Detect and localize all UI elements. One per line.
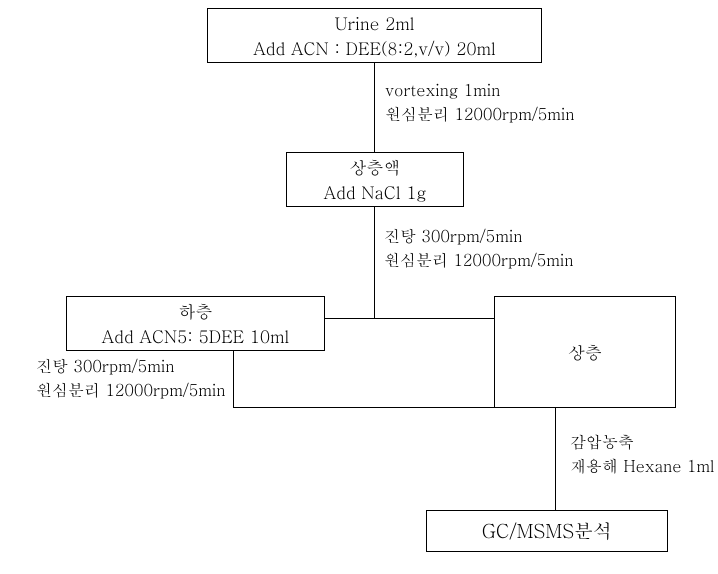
label3-line1: 진탕 300rpm/5min [36,354,226,378]
step-box-upper: 상층 [494,296,676,408]
connector-line [325,318,494,319]
label4-line1: 감압농축 [570,430,715,454]
step-box-lower: 하층 Add ACN5: 5DEE 10ml [66,296,325,351]
step4-line1: GC/MSMS분석 [482,517,612,545]
connector-line [374,63,375,152]
label3-line2: 원심분리 12000rpm/5min [36,378,226,402]
step2-line2: Add NaCl 1g [324,180,427,205]
connector-line [233,351,234,407]
step-box-2: 상층액 Add NaCl 1g [286,152,464,207]
label2-line1: 진탕 300rpm/5min [384,224,574,248]
label-4: 감압농축 재용해 Hexane 1ml [570,430,715,478]
step-box-1: Urine 2ml Add ACN : DEE(8:2,v/v) 20ml [207,8,542,63]
step1-line1: Urine 2ml [334,11,414,36]
connector-line [555,408,556,510]
label-1: vortexing 1min 원심분리 12000rpm/5min [385,78,575,126]
label-2: 진탕 300rpm/5min 원심분리 12000rpm/5min [384,224,574,272]
step3lower-line1: 하층 [179,299,213,324]
connector-line [233,407,494,408]
label-3: 진탕 300rpm/5min 원심분리 12000rpm/5min [36,354,226,402]
label1-line2: 원심분리 12000rpm/5min [385,102,575,126]
step3upper-line1: 상층 [568,340,602,365]
label1-line1: vortexing 1min [385,78,575,102]
label4-line2: 재용해 Hexane 1ml [570,454,715,478]
step2-line1: 상층액 [350,155,401,180]
step1-line2: Add ACN : DEE(8:2,v/v) 20ml [253,36,496,61]
step-box-final: GC/MSMS분석 [426,510,668,552]
step3lower-line2: Add ACN5: 5DEE 10ml [102,324,290,349]
connector-line [374,207,375,318]
label2-line2: 원심분리 12000rpm/5min [384,248,574,272]
